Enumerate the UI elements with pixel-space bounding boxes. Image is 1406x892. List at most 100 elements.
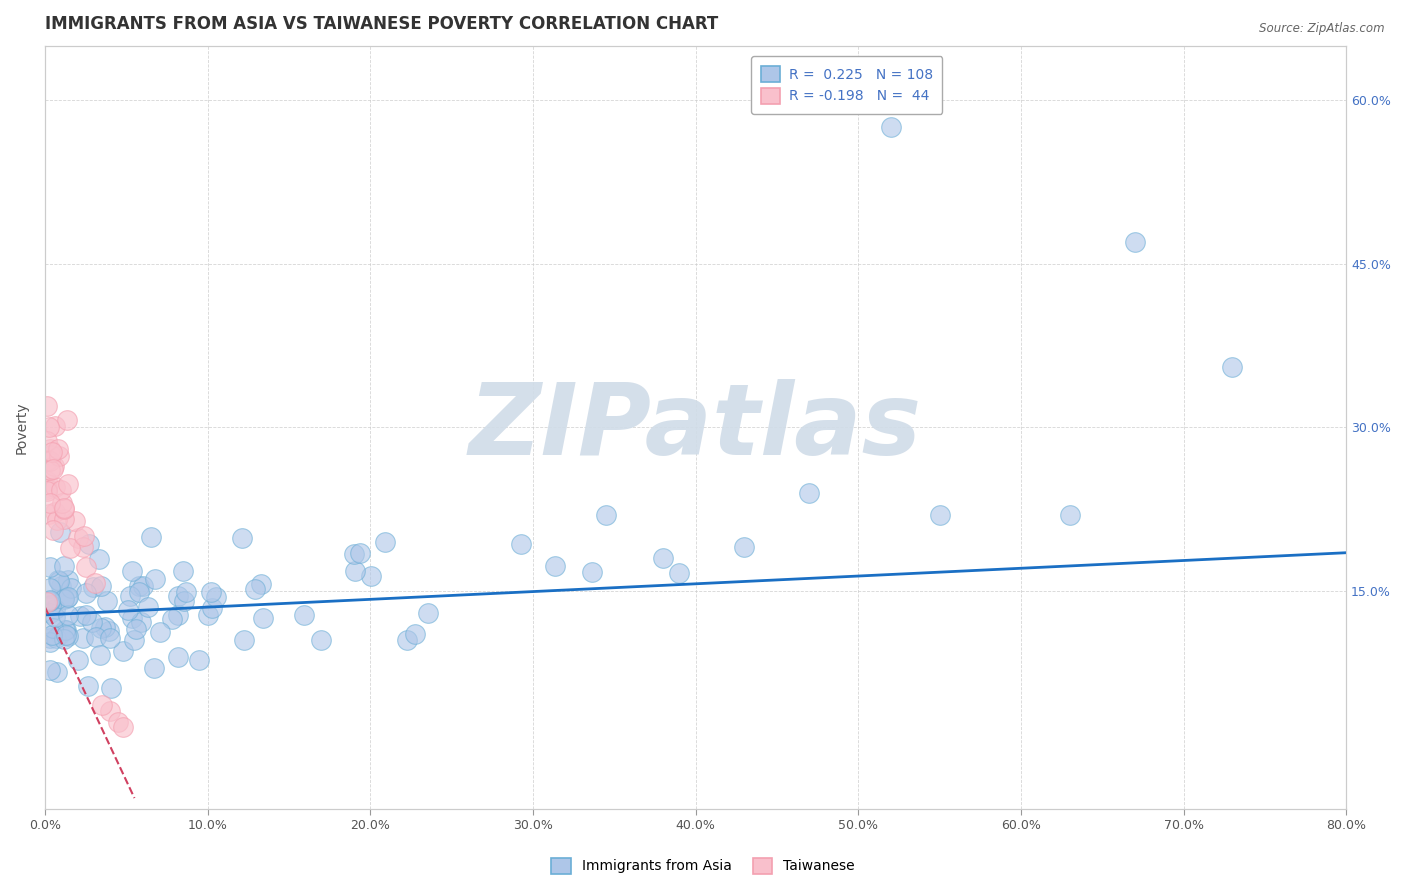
Point [231, 531, 253, 545]
Point [173, 594, 195, 608]
Text: ZIPatlas: ZIPatlas [470, 379, 922, 475]
Point [44, 480, 66, 494]
Point [544, 559, 567, 574]
Point [66, 532, 89, 546]
Point [668, 566, 690, 581]
Point [90, 698, 112, 713]
Point [53, 559, 76, 574]
Point [132, 579, 155, 593]
Point [1059, 508, 1081, 522]
Point [38, 581, 60, 595]
Point [167, 608, 190, 623]
Point [35, 480, 58, 494]
Point [188, 653, 211, 667]
Point [55, 628, 77, 642]
Point [93, 619, 115, 633]
Point [38, 635, 60, 649]
Point [1222, 360, 1244, 375]
Point [83, 575, 105, 590]
Point [98, 704, 121, 718]
Point [166, 589, 188, 603]
Point [360, 569, 382, 583]
Point [52, 632, 75, 646]
Point [46, 442, 69, 456]
Point [52, 501, 75, 516]
Point [37, 453, 59, 467]
Point [197, 608, 219, 623]
Point [53, 592, 76, 607]
Point [35, 434, 58, 448]
Point [294, 607, 316, 622]
Point [86, 630, 108, 644]
Point [117, 603, 139, 617]
Point [139, 530, 162, 544]
Point [41, 448, 63, 462]
Point [98, 624, 121, 639]
Point [200, 584, 222, 599]
Point [39, 631, 62, 645]
Point [250, 577, 273, 591]
Point [38, 560, 60, 574]
Point [309, 632, 332, 647]
Point [509, 537, 531, 551]
Point [51, 495, 73, 509]
Point [49, 524, 72, 539]
Point [124, 622, 146, 636]
Point [38, 454, 60, 468]
Point [42, 461, 65, 475]
Point [77, 537, 100, 551]
Point [344, 565, 367, 579]
Point [98, 632, 121, 646]
Point [252, 611, 274, 625]
Point [39, 598, 62, 612]
Point [55, 624, 77, 638]
Point [107, 714, 129, 729]
Point [38, 442, 60, 457]
Point [77, 680, 100, 694]
Point [160, 612, 183, 626]
Point [38, 606, 60, 620]
Point [46, 513, 69, 527]
Point [56, 574, 79, 588]
Point [343, 547, 366, 561]
Point [37, 483, 59, 498]
Point [96, 593, 118, 607]
Point [73, 529, 96, 543]
Point [48, 574, 70, 588]
Legend: R =  0.225   N = 108, R = -0.198   N =  44: R = 0.225 N = 108, R = -0.198 N = 44 [751, 56, 942, 113]
Point [38, 507, 60, 521]
Point [205, 590, 228, 604]
Point [75, 560, 97, 574]
Point [72, 631, 94, 645]
Point [89, 551, 111, 566]
Point [404, 627, 426, 641]
Point [38, 419, 60, 434]
Text: Source: ZipAtlas.com: Source: ZipAtlas.com [1260, 22, 1385, 36]
Point [63, 514, 86, 528]
Point [49, 483, 72, 497]
Point [48, 573, 70, 587]
Point [172, 564, 194, 578]
Point [89, 648, 111, 662]
Point [51, 578, 73, 592]
Point [44, 602, 66, 616]
Point [39, 463, 62, 477]
Point [82, 580, 104, 594]
Point [42, 459, 65, 474]
Point [90, 579, 112, 593]
Point [35, 595, 58, 609]
Point [59, 541, 82, 555]
Point [56, 476, 79, 491]
Point [41, 628, 63, 642]
Point [59, 581, 82, 595]
Point [41, 621, 63, 635]
Point [44, 505, 66, 519]
Point [232, 633, 254, 648]
Point [56, 607, 79, 622]
Point [75, 607, 97, 622]
Point [44, 610, 66, 624]
Point [652, 551, 675, 566]
Point [112, 720, 135, 734]
Point [100, 681, 122, 695]
Point [595, 508, 617, 522]
